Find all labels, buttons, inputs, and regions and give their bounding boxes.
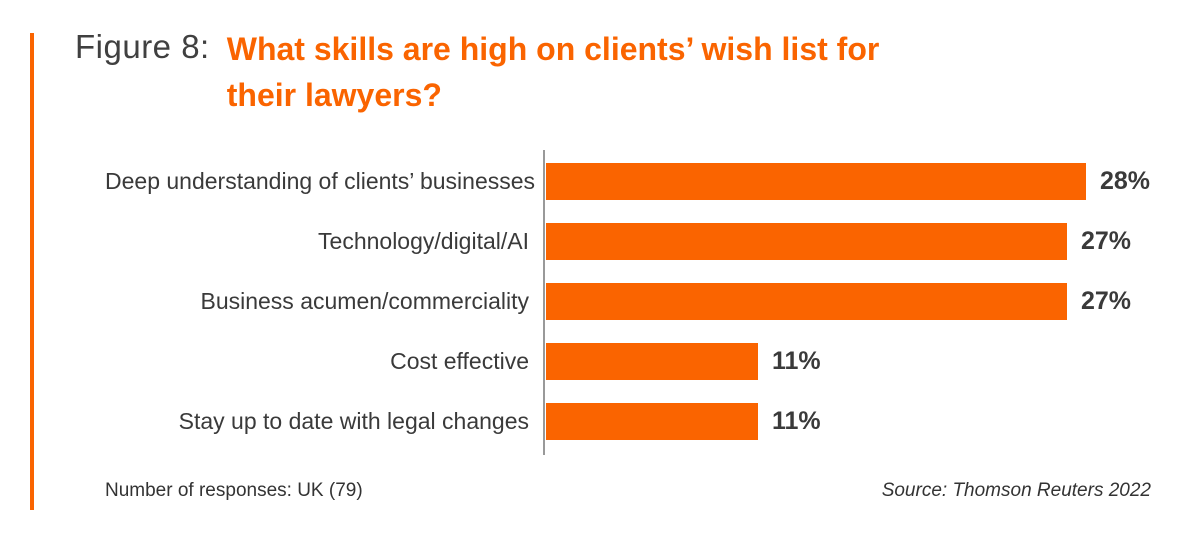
bar — [546, 283, 1067, 320]
bar-and-value: 27% — [546, 223, 1131, 260]
bar-label: Deep understanding of clients’ businesse… — [105, 168, 536, 194]
figure-title-line2: their lawyers? — [226, 77, 442, 114]
bar-value: 28% — [1100, 167, 1151, 195]
bar-value: 11% — [772, 347, 821, 375]
bar-value: 11% — [772, 407, 821, 435]
figure-title-line1: What skills are high on clients’ wish li… — [226, 31, 880, 67]
bar-and-value: 27% — [546, 283, 1131, 320]
axis-line — [543, 150, 545, 455]
figure-header: Figure 8: What skills are high on client… — [75, 26, 879, 119]
chart-row: Stay up to date with legal changes 11% — [105, 403, 1195, 440]
chart-row: Technology/digital/AI 27% — [105, 223, 1195, 260]
chart-rows: Deep understanding of clients’ businesse… — [105, 150, 1195, 440]
figure-title: What skills are high on clients’ wish li… — [227, 26, 880, 119]
accent-rule — [30, 33, 34, 510]
bar-label: Business acumen/commerciality — [200, 288, 529, 314]
figure-label: Figure 8: — [75, 28, 210, 65]
bar-chart: Deep understanding of clients’ businesse… — [105, 150, 1195, 455]
bar-and-value: 28% — [546, 163, 1150, 200]
source-note: Source: Thomson Reuters 2022 — [881, 480, 1151, 501]
chart-row: Cost effective 11% — [105, 343, 1195, 380]
bar-and-value: 11% — [546, 343, 821, 380]
bar-label: Stay up to date with legal changes — [178, 408, 529, 434]
bar — [546, 223, 1067, 260]
chart-row: Business acumen/commerciality 27% — [105, 283, 1195, 320]
bar-value: 27% — [1081, 227, 1132, 255]
bar-label: Cost effective — [390, 348, 529, 374]
bar-label: Technology/digital/AI — [318, 228, 529, 254]
bar-and-value: 11% — [546, 403, 821, 440]
responses-note: Number of responses: UK (79) — [105, 480, 363, 501]
chart-row: Deep understanding of clients’ businesse… — [105, 163, 1195, 200]
bar-value: 27% — [1081, 287, 1132, 315]
bar — [546, 403, 758, 440]
bar — [546, 343, 758, 380]
bar — [546, 163, 1086, 200]
